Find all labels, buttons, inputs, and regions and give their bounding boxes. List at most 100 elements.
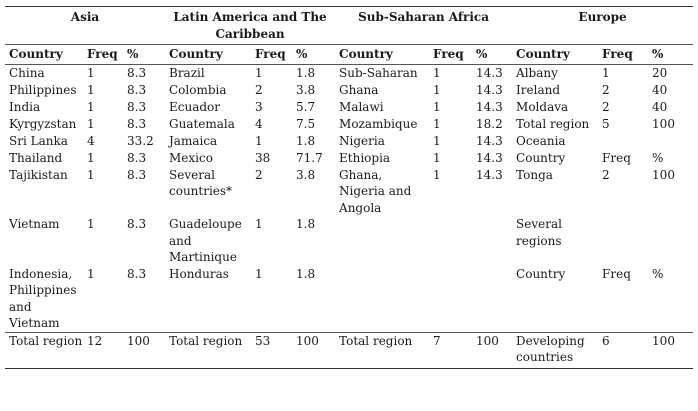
cell-country: Tajikistan: [9, 167, 68, 182]
col-freq: Freq: [429, 44, 473, 64]
cell-pct: 8.3: [127, 82, 147, 97]
cell-freq: 6: [598, 331, 649, 369]
cell-pct: 8.3: [127, 116, 147, 131]
cell-country: Albany: [512, 63, 599, 82]
cell-country: Brazil: [165, 63, 251, 82]
cell-country: Indonesia, Philippines and Vietnam: [9, 266, 77, 331]
cell-pct: [472, 266, 512, 333]
cell-country: Tonga: [516, 167, 553, 182]
cell-freq: 1: [87, 266, 95, 281]
cell-freq: [598, 133, 648, 150]
col-pct: %: [472, 44, 513, 64]
region-header-row: Asia Latin America and The Caribbean Sub…: [5, 6, 694, 45]
cell-country: Nigeria: [339, 133, 385, 148]
cell-freq: 1: [433, 99, 441, 114]
cell-pct: 18.2: [476, 116, 503, 131]
col-freq: Freq: [251, 44, 292, 64]
region-europe: Europe: [512, 6, 694, 45]
cell-freq: 1: [255, 217, 263, 231]
cell-country: [335, 266, 429, 333]
cell-freq: 2: [255, 82, 263, 97]
region-asia: Asia: [5, 6, 165, 45]
cell-country: Country: [516, 266, 566, 281]
cell-country: Ghana: [339, 82, 379, 97]
cell-freq: [429, 266, 472, 333]
cell-freq: 1: [255, 133, 263, 148]
cell-country: Mexico: [169, 150, 213, 165]
cell-country: Sri Lanka: [9, 133, 68, 148]
cell-freq: [429, 216, 472, 266]
cell-freq: 12: [83, 331, 123, 369]
col-country: Country: [165, 44, 251, 64]
cell-freq: 3: [255, 99, 263, 114]
col-freq: Freq: [83, 44, 123, 64]
cell-freq: Freq: [602, 150, 631, 165]
cell-freq: 1: [433, 82, 441, 97]
cell-freq: 1: [251, 63, 292, 82]
cell-freq: 1: [87, 82, 95, 97]
cell-country: Sub-Saharan: [335, 63, 430, 82]
cell-country: Philippines: [9, 82, 77, 97]
cell-pct: 100: [472, 331, 513, 369]
cell-freq: 2: [602, 167, 610, 182]
cell-pct: 100: [648, 331, 694, 369]
cell-country: Thailand: [9, 150, 63, 165]
cell-pct: 8.3: [127, 167, 147, 182]
cell-country: Ethiopia: [339, 150, 391, 165]
cell-pct: 1.8: [296, 266, 316, 281]
cell-country: Guadeloupe and Martinique: [169, 217, 242, 264]
cell-freq: 2: [602, 82, 610, 97]
cell-freq: 1: [83, 63, 123, 82]
cell-pct: 7.5: [296, 116, 316, 131]
cell-pct: 71.7: [296, 150, 323, 165]
cell-country: Total region: [165, 331, 251, 369]
cell-pct: [472, 216, 512, 266]
cell-country: China: [5, 63, 83, 82]
col-pct: %: [292, 44, 336, 64]
cell-country: Ghana, Nigeria and Angola: [339, 167, 412, 215]
cell-country: Kyrgyzstan: [9, 116, 77, 131]
cell-freq: 53: [251, 331, 292, 369]
cell-pct: 14.3: [476, 133, 503, 148]
cell-freq: 5: [602, 116, 610, 131]
cell-freq: 4: [255, 116, 263, 131]
table-row: Sri Lanka 4 33.2 Jamaica 1 1.8 Nigeria 1 14.3 Oce…: [5, 133, 693, 150]
cell-country: Jamaica: [169, 133, 218, 148]
cell-country: Country: [516, 150, 566, 165]
cell-pct: 14.3: [476, 167, 503, 182]
cell-freq: Freq: [602, 266, 631, 281]
cell-freq: 2: [255, 167, 263, 182]
cell-freq: 1: [255, 266, 263, 281]
region-latin-america: Latin America and The Caribbean: [165, 6, 336, 45]
cell-freq: 1: [87, 116, 95, 131]
cell-pct: 1.8: [296, 133, 316, 148]
column-header-row: Country Freq % Country Freq % Country Fr…: [5, 44, 694, 64]
cell-freq: [598, 216, 648, 266]
cell-freq: 1: [433, 133, 441, 148]
cell-freq: 1: [87, 150, 95, 165]
cell-pct: 3.8: [296, 167, 316, 182]
cell-freq: 1: [429, 63, 473, 82]
cell-country: Guatemala: [169, 116, 235, 131]
table-body: China 1 8.3 Brazil 1 1.8 Sub-Saharan 1 14.3 Alban…: [5, 63, 694, 369]
cell-pct: 8.3: [127, 99, 147, 114]
cell-country: India: [9, 99, 41, 114]
col-freq: Freq: [598, 44, 649, 64]
cell-country: Colombia: [169, 82, 227, 97]
cell-pct: [648, 133, 693, 150]
cell-country: Malawi: [339, 99, 384, 114]
cell-country: Total region: [335, 331, 430, 369]
cell-pct: 40: [652, 99, 668, 114]
cell-country: Total region: [516, 116, 590, 131]
cell-pct: 33.2: [127, 133, 154, 148]
cell-pct: 8.3: [127, 266, 147, 281]
cell-pct: 8.3: [127, 217, 147, 231]
cell-pct: 14.3: [476, 82, 503, 97]
table-row: India 1 8.3 Ecuador 3 5.7 Malawi 1 14.3 Moldava 2 4…: [5, 99, 693, 116]
cell-pct: 1.8: [296, 217, 316, 231]
cell-pct: 8.3: [127, 150, 147, 165]
cell-pct: 5.7: [296, 99, 316, 114]
region-sub-saharan-africa: Sub-Saharan Africa: [335, 6, 513, 45]
table-row: Vietnam 1 8.3 Guadeloupe and Martinique 1 1.8…: [5, 216, 693, 266]
cell-freq: 4: [87, 133, 95, 148]
